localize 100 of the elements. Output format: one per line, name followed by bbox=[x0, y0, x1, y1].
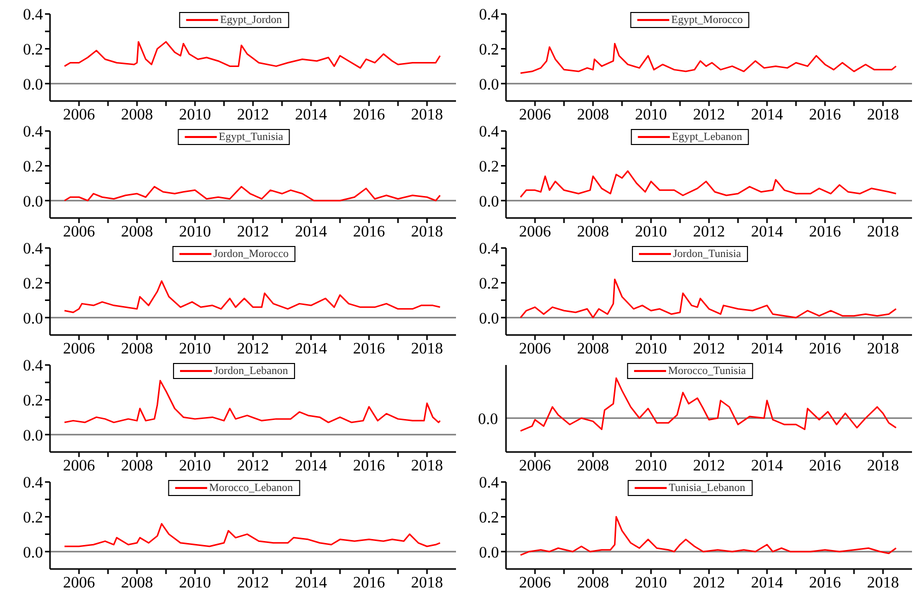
legend-label: Egypt_Jordon bbox=[220, 14, 282, 26]
y-tick-label: 0.0 bbox=[479, 193, 499, 210]
x-tick-label: 2016 bbox=[809, 574, 841, 592]
x-tick-label: 2012 bbox=[693, 457, 725, 474]
x-tick-label: 2006 bbox=[63, 106, 95, 124]
x-tick-label: 2010 bbox=[179, 340, 211, 358]
x-tick-label: 2012 bbox=[237, 340, 269, 358]
y-tick-label: 0.4 bbox=[23, 240, 43, 258]
legend-label: Jordon_Lebanon bbox=[214, 365, 288, 377]
x-tick-label: 2008 bbox=[577, 106, 609, 124]
y-tick-label: 0.0 bbox=[23, 544, 43, 562]
x-tick-label: 2018 bbox=[411, 106, 443, 124]
x-tick-label: 2010 bbox=[179, 106, 211, 124]
x-tick-label: 2014 bbox=[751, 340, 783, 358]
x-tick-label: 2008 bbox=[577, 574, 609, 592]
x-tick-label: 2016 bbox=[353, 340, 385, 358]
x-tick-label: 2016 bbox=[809, 457, 841, 474]
y-tick-label: 0.4 bbox=[479, 240, 499, 258]
y-tick-label: 0.0 bbox=[23, 310, 43, 328]
line-series bbox=[64, 523, 441, 548]
line-series bbox=[64, 186, 441, 202]
x-tick-label: 2016 bbox=[809, 106, 841, 124]
y-tick-label: 0.0 bbox=[23, 76, 43, 94]
y-tick-label: 0.4 bbox=[23, 358, 43, 375]
y-tick-label: 0.0 bbox=[479, 544, 499, 562]
x-tick-label: 2012 bbox=[693, 340, 725, 358]
x-tick-label: 2012 bbox=[693, 574, 725, 592]
x-tick-label: 2010 bbox=[179, 457, 211, 474]
legend-label: Egypt_Tunisia bbox=[218, 131, 284, 143]
x-tick-label: 2014 bbox=[295, 574, 327, 592]
x-tick-label: 2018 bbox=[411, 457, 443, 474]
x-tick-label: 2014 bbox=[751, 574, 783, 592]
x-tick-label: 2018 bbox=[867, 457, 899, 474]
x-tick-label: 2008 bbox=[577, 340, 609, 358]
legend-label: Egypt_Lebanon bbox=[672, 131, 742, 143]
y-tick-label: 0.0 bbox=[479, 76, 499, 94]
x-tick-label: 2018 bbox=[867, 106, 899, 124]
x-tick-label: 2008 bbox=[577, 457, 609, 474]
x-tick-label: 2012 bbox=[693, 223, 725, 240]
x-tick-label: 2016 bbox=[809, 223, 841, 240]
y-tick-label: 0.2 bbox=[23, 392, 43, 410]
x-tick-label: 2010 bbox=[635, 223, 667, 240]
x-tick-label: 2018 bbox=[411, 574, 443, 592]
x-tick-label: 2006 bbox=[519, 574, 551, 592]
x-tick-label: 2006 bbox=[519, 457, 551, 474]
x-tick-label: 2014 bbox=[295, 223, 327, 240]
x-tick-label: 2014 bbox=[295, 340, 327, 358]
y-tick-label: 0.4 bbox=[23, 6, 43, 24]
line-series bbox=[64, 380, 441, 424]
y-tick-label: 0.4 bbox=[479, 124, 499, 141]
x-tick-label: 2014 bbox=[751, 223, 783, 240]
x-tick-label: 2006 bbox=[63, 223, 95, 240]
x-tick-label: 2016 bbox=[353, 106, 385, 124]
x-tick-label: 2018 bbox=[867, 574, 899, 592]
y-tick-label: 0.2 bbox=[479, 509, 499, 526]
line-series bbox=[520, 278, 897, 318]
y-tick-label: 0.2 bbox=[23, 158, 43, 176]
y-tick-label: 0.4 bbox=[479, 6, 499, 24]
x-tick-label: 2006 bbox=[63, 574, 95, 592]
x-tick-label: 2012 bbox=[693, 106, 725, 124]
y-tick-label: 0.2 bbox=[479, 41, 499, 58]
y-tick-label: 0.0 bbox=[23, 193, 43, 210]
x-tick-label: 2018 bbox=[867, 223, 899, 240]
line-series bbox=[520, 516, 897, 556]
x-tick-label: 2012 bbox=[237, 223, 269, 240]
y-tick-label: 0.4 bbox=[23, 474, 43, 492]
x-tick-label: 2014 bbox=[751, 457, 783, 474]
y-tick-label: 0.0 bbox=[479, 310, 499, 328]
x-tick-label: 2010 bbox=[635, 340, 667, 358]
line-series bbox=[64, 41, 441, 69]
line-series bbox=[520, 42, 897, 74]
x-tick-label: 2014 bbox=[295, 106, 327, 124]
x-tick-label: 2016 bbox=[353, 457, 385, 474]
y-tick-label: 0.2 bbox=[23, 41, 43, 58]
x-tick-label: 2008 bbox=[121, 106, 153, 124]
legend-label: Morocco_Tunisia bbox=[668, 365, 746, 377]
line-series bbox=[520, 170, 897, 198]
x-tick-label: 2008 bbox=[577, 223, 609, 240]
y-tick-label: 0.2 bbox=[479, 275, 499, 292]
y-tick-label: 0.2 bbox=[23, 509, 43, 526]
x-tick-label: 2008 bbox=[121, 457, 153, 474]
x-tick-label: 2016 bbox=[353, 223, 385, 240]
y-tick-label: 0.2 bbox=[479, 158, 499, 176]
x-tick-label: 2010 bbox=[179, 223, 211, 240]
y-tick-label: 0.2 bbox=[23, 275, 43, 292]
x-tick-label: 2012 bbox=[237, 106, 269, 124]
x-tick-label: 2006 bbox=[63, 457, 95, 474]
y-tick-label: 0.4 bbox=[23, 124, 43, 141]
y-tick-label: 0.0 bbox=[23, 427, 43, 444]
x-tick-label: 2018 bbox=[411, 223, 443, 240]
x-tick-label: 2008 bbox=[121, 340, 153, 358]
x-tick-label: 2010 bbox=[635, 106, 667, 124]
x-tick-label: 2016 bbox=[809, 340, 841, 358]
y-tick-label: 0.4 bbox=[479, 474, 499, 492]
x-tick-label: 2008 bbox=[121, 574, 153, 592]
line-series bbox=[64, 280, 441, 314]
x-tick-label: 2006 bbox=[519, 106, 551, 124]
legend-label: Jordon_Tunisia bbox=[672, 248, 742, 260]
x-tick-label: 2014 bbox=[295, 457, 327, 474]
x-tick-label: 2018 bbox=[411, 340, 443, 358]
